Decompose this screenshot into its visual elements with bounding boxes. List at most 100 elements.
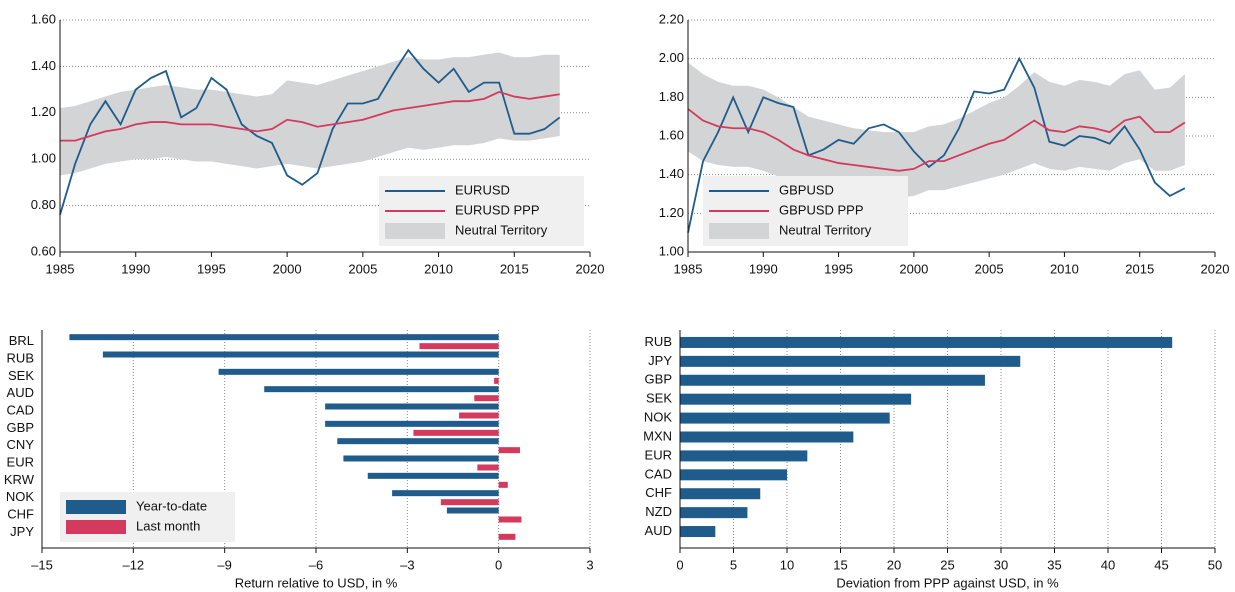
bar	[419, 343, 499, 350]
bar	[325, 403, 499, 410]
bar	[413, 429, 499, 436]
x-tick-label: 15	[833, 557, 847, 572]
x-tick-label: 40	[1101, 557, 1115, 572]
neutral-band	[688, 62, 1185, 198]
bar	[498, 447, 520, 454]
y-tick-label: 0.60	[31, 243, 56, 258]
x-tick-label: –3	[400, 557, 414, 572]
x-axis-label: Return relative to USD, in %	[235, 575, 398, 590]
neutral-band	[60, 52, 560, 176]
y-tick-label: 1.00	[659, 243, 684, 258]
y-tick-label: RUB	[645, 334, 672, 349]
bar	[343, 455, 499, 462]
x-tick-label: –9	[217, 557, 231, 572]
y-tick-label: GBP	[7, 420, 34, 435]
y-tick-label: NZD	[645, 504, 672, 519]
bar	[337, 438, 499, 445]
bar	[680, 450, 808, 462]
line	[59, 48, 561, 216]
bar	[367, 472, 499, 479]
x-tick-label: 2000	[899, 261, 928, 276]
x-tick-label: –6	[309, 557, 323, 572]
legend-label: Last month	[136, 518, 200, 533]
bar	[69, 334, 499, 341]
x-tick-label: 2010	[1050, 261, 1079, 276]
x-tick-label: 30	[994, 557, 1008, 572]
y-tick-label: 1.80	[659, 89, 684, 104]
x-tick-label: 20	[887, 557, 901, 572]
bar	[680, 488, 761, 500]
bar	[680, 355, 1021, 367]
bar	[498, 481, 508, 488]
legend-label: EURUSD	[455, 182, 510, 197]
x-tick-label: 1995	[197, 261, 226, 276]
x-tick-label: 2020	[576, 261, 605, 276]
y-tick-label: 1.20	[659, 205, 684, 220]
x-tick-label: 2015	[1125, 261, 1154, 276]
x-tick-label: 1990	[749, 261, 778, 276]
line	[687, 108, 1186, 172]
x-axis-label: Deviation from PPP against USD, in %	[836, 575, 1059, 590]
x-tick-label: 2005	[348, 261, 377, 276]
bar	[680, 507, 748, 519]
x-tick-label: 2000	[273, 261, 302, 276]
bar	[325, 420, 499, 427]
y-tick-label: CHF	[645, 485, 672, 500]
x-tick-label: 45	[1154, 557, 1168, 572]
legend-label: GBPUSD	[779, 182, 834, 197]
y-tick-label: 1.60	[31, 11, 56, 26]
y-tick-label: 1.20	[31, 104, 56, 119]
x-tick-label: 50	[1208, 557, 1222, 572]
y-tick-label: CAD	[7, 402, 34, 417]
y-tick-label: RUB	[7, 350, 34, 365]
x-tick-label: 3	[586, 557, 593, 572]
legend-swatch	[385, 223, 445, 239]
bar	[498, 516, 522, 523]
bar	[680, 431, 854, 443]
legend-swatch	[66, 520, 126, 534]
bar	[680, 412, 890, 424]
bar	[392, 490, 499, 497]
x-tick-label: 2005	[975, 261, 1004, 276]
y-tick-label: BRL	[9, 333, 34, 348]
y-tick-label: 1.00	[31, 151, 56, 166]
x-tick-label: 1985	[674, 261, 703, 276]
legend-label: Year-to-date	[136, 498, 207, 513]
legend-label: Neutral Territory	[779, 222, 872, 237]
x-tick-label: 2015	[500, 261, 529, 276]
x-tick-label: 35	[1047, 557, 1061, 572]
bar	[680, 336, 1173, 348]
legend-swatch	[66, 500, 126, 514]
bar	[459, 412, 499, 419]
x-tick-label: 1995	[824, 261, 853, 276]
bar	[477, 464, 499, 471]
y-tick-label: MXN	[643, 428, 672, 443]
y-tick-label: NOK	[6, 489, 35, 504]
legend-label: EURUSD PPP	[455, 202, 540, 217]
x-tick-label: 25	[940, 557, 954, 572]
bar	[494, 377, 499, 384]
x-tick-label: –15	[31, 557, 53, 572]
bar	[498, 533, 516, 540]
y-tick-label: 2.00	[659, 50, 684, 65]
legend-swatch	[709, 223, 769, 239]
x-tick-label: 1990	[121, 261, 150, 276]
y-tick-label: 1.40	[31, 58, 56, 73]
bar	[446, 507, 499, 514]
y-tick-label: SEK	[8, 368, 34, 383]
legend-label: Neutral Territory	[455, 222, 548, 237]
y-tick-label: GBP	[645, 372, 672, 387]
y-tick-label: JPY	[10, 524, 34, 539]
x-tick-label: 0	[676, 557, 683, 572]
y-tick-label: 0.80	[31, 197, 56, 212]
y-tick-label: AUD	[645, 523, 672, 538]
y-tick-label: CNY	[7, 437, 35, 452]
bar	[680, 526, 716, 538]
bar	[102, 351, 499, 358]
y-tick-label: KRW	[4, 472, 35, 487]
y-tick-label: JPY	[648, 353, 672, 368]
y-tick-label: 1.60	[659, 127, 684, 142]
line	[60, 90, 560, 142]
